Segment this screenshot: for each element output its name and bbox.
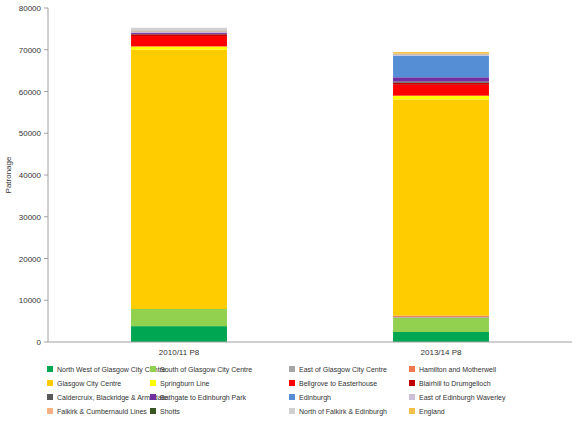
tick-label: 80000 [19, 4, 42, 13]
bar-segment [393, 54, 489, 55]
tick-mark [44, 133, 48, 134]
legend-swatch [409, 408, 415, 414]
bar-segment [393, 316, 489, 317]
tick-mark [44, 300, 48, 301]
x-axis [48, 342, 572, 343]
bar-segment [393, 54, 489, 55]
bar-segment [393, 56, 489, 78]
tick-label: 70000 [19, 46, 42, 55]
legend-swatch [289, 380, 295, 386]
tick-label: 30000 [19, 213, 42, 222]
bar-segment [131, 36, 227, 46]
bar-segment [131, 309, 227, 326]
legend-swatch [150, 380, 156, 386]
legend-swatch [409, 366, 415, 372]
legend-swatch [289, 394, 295, 400]
tick-mark [44, 91, 48, 92]
tick-label: 50000 [19, 129, 42, 138]
tick-mark [44, 8, 48, 9]
legend-label: Blairhill to Drumgelloch [419, 380, 491, 388]
category-label: 2013/14 P8 [421, 348, 462, 357]
legend-swatch [47, 394, 53, 400]
legend-label: Edinburgh [299, 394, 331, 402]
legend-label: Shotts [160, 408, 180, 415]
category-label: 2010/11 P8 [159, 348, 200, 357]
legend-swatch [289, 408, 295, 414]
bar-segment [131, 50, 227, 309]
bar-segment [131, 34, 227, 36]
tick-mark [44, 175, 48, 176]
bar-segment [393, 83, 489, 85]
legend-label: Bathgate to Edinburgh Park [160, 394, 247, 402]
legend-label: Bellgrove to Easterhouse [299, 380, 377, 388]
legend-label: East of Glasgow City Centre [299, 366, 387, 374]
legend-swatch [150, 408, 156, 414]
bars [131, 28, 489, 342]
tick-mark [44, 49, 48, 50]
chart: 0 10000 20000 30000 40000 50000 60000 70000 8000… [0, 0, 578, 424]
bar-segment [131, 28, 227, 31]
legend-swatch [150, 394, 156, 400]
bar-segment [393, 316, 489, 318]
tick-label: 0 [37, 338, 42, 347]
tick-mark [44, 216, 48, 217]
tick-label: 20000 [19, 255, 42, 264]
legend-label: England [419, 408, 445, 416]
legend-swatch [150, 366, 156, 372]
legend-swatch [47, 380, 53, 386]
legend-swatch [47, 408, 53, 414]
legend-label: North West of Glasgow City Centre [57, 366, 166, 374]
bar-segment [393, 77, 489, 81]
bar-segment [393, 318, 489, 332]
bar-segment [393, 81, 489, 82]
tick-mark [44, 342, 48, 343]
tick-label: 40000 [19, 171, 42, 180]
bar-segment [393, 52, 489, 54]
bar-segment [131, 326, 227, 342]
bar-segment [131, 31, 227, 33]
bar-segment [131, 27, 227, 28]
legend-label: North of Falkirk & Edinburgh [299, 408, 387, 416]
tick-label: 10000 [19, 296, 42, 305]
bar-segment [393, 54, 489, 56]
legend-swatch [289, 366, 295, 372]
tick-mark [44, 258, 48, 259]
bar-segment [393, 99, 489, 315]
bar-segment [131, 46, 227, 49]
legend-label: Caldercruix, Blackridge & Armadale [57, 394, 167, 402]
legend-label: Falkirk & Cumbernauld Lines [57, 408, 147, 415]
legend-swatch [409, 380, 415, 386]
bar-segment [131, 32, 227, 33]
legend-label: East of Edinburgh Waverley [419, 394, 506, 402]
tick-label: 60000 [19, 88, 42, 97]
bar-segment [131, 33, 227, 34]
legend-label: South of Glasgow City Centre [160, 366, 252, 374]
bar-segment [393, 332, 489, 342]
bar-segment [393, 96, 489, 100]
bar-segment [131, 33, 227, 34]
legend-swatch [47, 366, 53, 372]
bar-segment [393, 85, 489, 96]
axis-label: Patronage [4, 156, 13, 193]
legend-label: Springburn Line [160, 380, 210, 388]
y-axis [48, 8, 49, 342]
legend-swatch [409, 394, 415, 400]
legend-label: Hamilton and Motherwell [419, 366, 496, 373]
legend-label: Glasgow City Centre [57, 380, 121, 388]
